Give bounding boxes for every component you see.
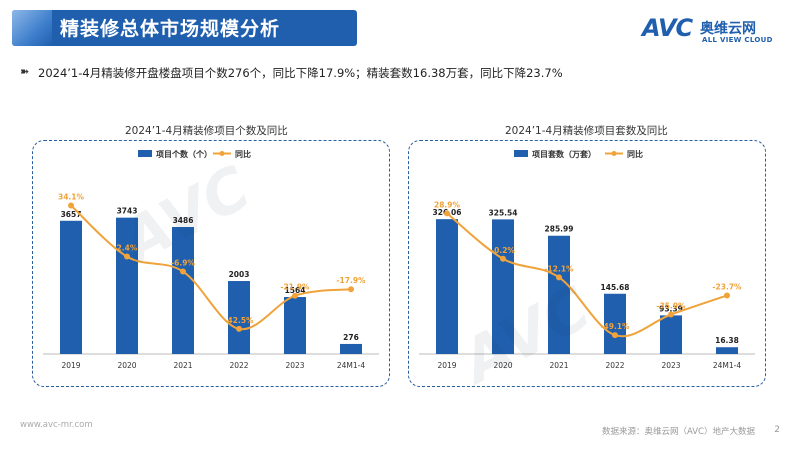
legend-bar-swatch bbox=[514, 150, 528, 157]
line-point bbox=[612, 332, 618, 339]
legend-line-marker bbox=[219, 151, 225, 156]
summary-text: 2024’1-4月精装修开盘楼盘项目个数276个，同比下降17.9%；精装套数1… bbox=[38, 66, 563, 80]
line-point bbox=[68, 202, 74, 209]
page-number: 2 bbox=[774, 425, 780, 435]
bar bbox=[340, 343, 362, 354]
line-point bbox=[236, 325, 242, 332]
bar bbox=[492, 219, 514, 354]
bar bbox=[116, 217, 138, 354]
line-point bbox=[724, 292, 730, 299]
footer-source: 数据来源：奥维云网（AVC）地产大数据 bbox=[601, 427, 755, 437]
legend-bar-label: 项目个数（个） bbox=[156, 149, 212, 159]
x-tick-label: 2021 bbox=[173, 361, 192, 370]
chart-right-svg: 项目套数（万套）同比326.062019325.542020285.992021… bbox=[419, 149, 755, 370]
bar-value-label: 16.38 bbox=[715, 336, 739, 345]
x-tick-label: 2020 bbox=[493, 361, 512, 370]
logo-name-cn: 奥维云网 bbox=[700, 21, 756, 37]
line-point bbox=[180, 268, 186, 275]
bar-value-label: 3743 bbox=[117, 207, 138, 216]
chart-title-right: 2024’1-4月精装修项目套数及同比 bbox=[505, 125, 668, 137]
bar bbox=[228, 281, 250, 354]
line-point bbox=[348, 286, 354, 293]
line-value-label: -12.1% bbox=[544, 264, 574, 273]
chart-title-left: 2024’1-4月精装修项目个数及同比 bbox=[125, 125, 288, 137]
line-value-label: -21.9% bbox=[280, 283, 310, 292]
line-value-label: -0.2% bbox=[491, 246, 515, 255]
legend-bar-label: 项目套数（万套） bbox=[532, 149, 596, 159]
x-tick-label: 2023 bbox=[661, 361, 680, 370]
logo-mark: AVC bbox=[642, 14, 693, 42]
line-value-label: -49.1% bbox=[600, 322, 630, 331]
legend-line-label: 同比 bbox=[235, 149, 251, 159]
bar bbox=[604, 293, 626, 354]
bar-value-label: 325.54 bbox=[489, 208, 518, 217]
line-value-label: 2.4% bbox=[117, 244, 138, 253]
line-point bbox=[668, 311, 674, 318]
legend-line-label: 同比 bbox=[627, 149, 643, 159]
bar bbox=[548, 235, 570, 354]
bar-value-label: 3657 bbox=[61, 210, 82, 219]
bar-value-label: 1564 bbox=[285, 286, 306, 295]
yoy-line bbox=[446, 212, 728, 338]
x-tick-label: 2020 bbox=[117, 361, 136, 370]
yoy-line bbox=[70, 204, 352, 331]
line-value-label: 28.9% bbox=[434, 200, 461, 209]
line-point bbox=[556, 274, 562, 281]
header-bar bbox=[12, 10, 357, 46]
bar bbox=[660, 315, 682, 354]
line-value-label: -35.9% bbox=[656, 301, 686, 310]
legend-bar-swatch bbox=[138, 150, 152, 157]
bar-value-label: 145.68 bbox=[601, 283, 630, 292]
bar bbox=[716, 347, 738, 354]
x-tick-label: 2023 bbox=[285, 361, 304, 370]
x-tick-label: 2019 bbox=[61, 361, 80, 370]
x-tick-label: 2022 bbox=[229, 361, 248, 370]
x-tick-label: 2019 bbox=[437, 361, 456, 370]
line-point bbox=[124, 253, 130, 260]
bar-value-label: 3486 bbox=[173, 216, 194, 225]
line-value-label: -6.9% bbox=[171, 259, 195, 268]
legend-line-marker bbox=[611, 151, 617, 156]
line-value-label: -42.5% bbox=[224, 316, 254, 325]
chart-left-svg: 项目个数（个） 同比 3657 2019 3743 2020 3486 2021 2003 202… bbox=[43, 149, 379, 370]
line-point bbox=[444, 210, 450, 217]
bar-value-label: 93.39 bbox=[659, 304, 683, 313]
line-point bbox=[292, 292, 298, 299]
logo-name-en: ALL VIEW CLOUD bbox=[702, 36, 773, 44]
x-tick-label: 24M1-4 bbox=[337, 361, 365, 370]
arrow-icon: ➽ bbox=[20, 65, 30, 78]
bar bbox=[436, 219, 458, 354]
line-point bbox=[500, 255, 506, 262]
avc-logo: AVC 奥维云网 ALL VIEW CLOUD bbox=[642, 14, 782, 48]
line-value-label: -23.7% bbox=[712, 282, 742, 291]
line-value-label: 34.1% bbox=[58, 193, 85, 202]
bar bbox=[172, 227, 194, 354]
bar-value-label: 276 bbox=[343, 333, 359, 342]
footer-url[interactable]: www.avc-mr.com bbox=[20, 420, 93, 430]
page-title: 精装修总体市场规模分析 bbox=[60, 18, 281, 40]
bar-value-label: 285.99 bbox=[545, 225, 574, 234]
bar-value-label: 2003 bbox=[229, 270, 250, 279]
chart-panel-right: 项目套数（万套）同比326.062019325.542020285.992021… bbox=[408, 140, 766, 387]
x-tick-label: 2021 bbox=[549, 361, 568, 370]
x-tick-label: 2022 bbox=[605, 361, 624, 370]
line-value-label: -17.9% bbox=[336, 276, 366, 285]
bar bbox=[284, 297, 306, 354]
bar bbox=[60, 220, 82, 354]
chart-panel-left: 项目个数（个） 同比 3657 2019 3743 2020 3486 2021 2003 202… bbox=[32, 140, 390, 387]
x-tick-label: 24M1-4 bbox=[713, 361, 741, 370]
